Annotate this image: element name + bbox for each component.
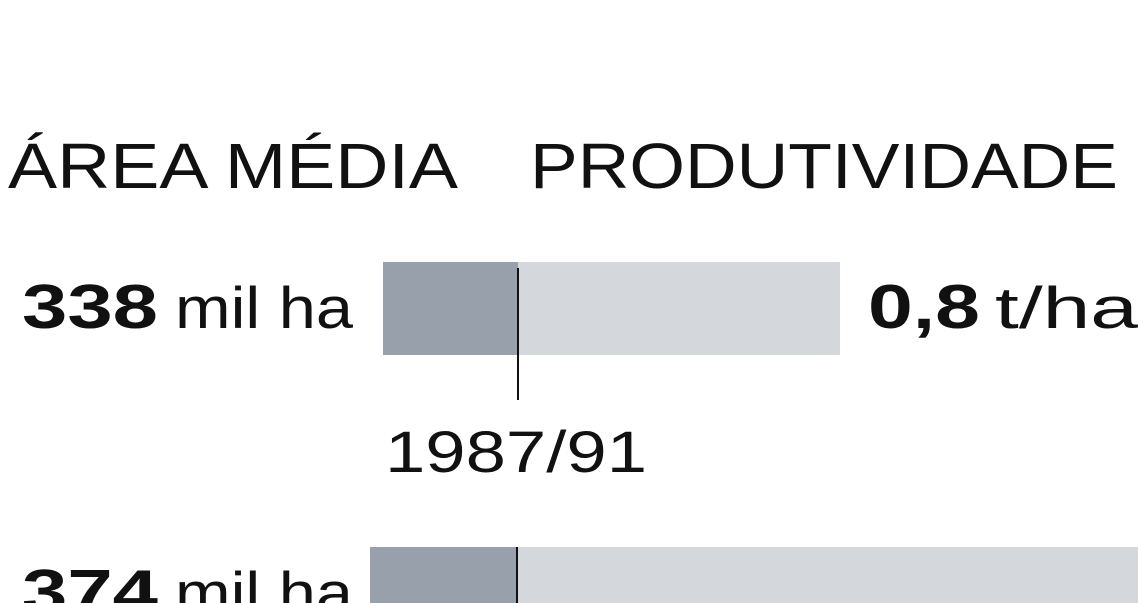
area-value: 338 xyxy=(22,273,158,342)
area-header: ÁREA MÉDIA xyxy=(8,130,458,202)
bar-area xyxy=(370,547,517,603)
productivity-unit: t/ha xyxy=(995,276,1138,341)
productivity-value: 0,8 xyxy=(868,273,980,342)
productivity-header: PRODUTIVIDADE xyxy=(530,130,1118,202)
period-label: 1987/91 xyxy=(385,420,647,485)
area-unit: mil ha xyxy=(175,561,354,603)
area-unit: mil ha xyxy=(175,276,354,341)
area-value: 374 xyxy=(22,558,159,603)
bar-area xyxy=(383,262,518,355)
